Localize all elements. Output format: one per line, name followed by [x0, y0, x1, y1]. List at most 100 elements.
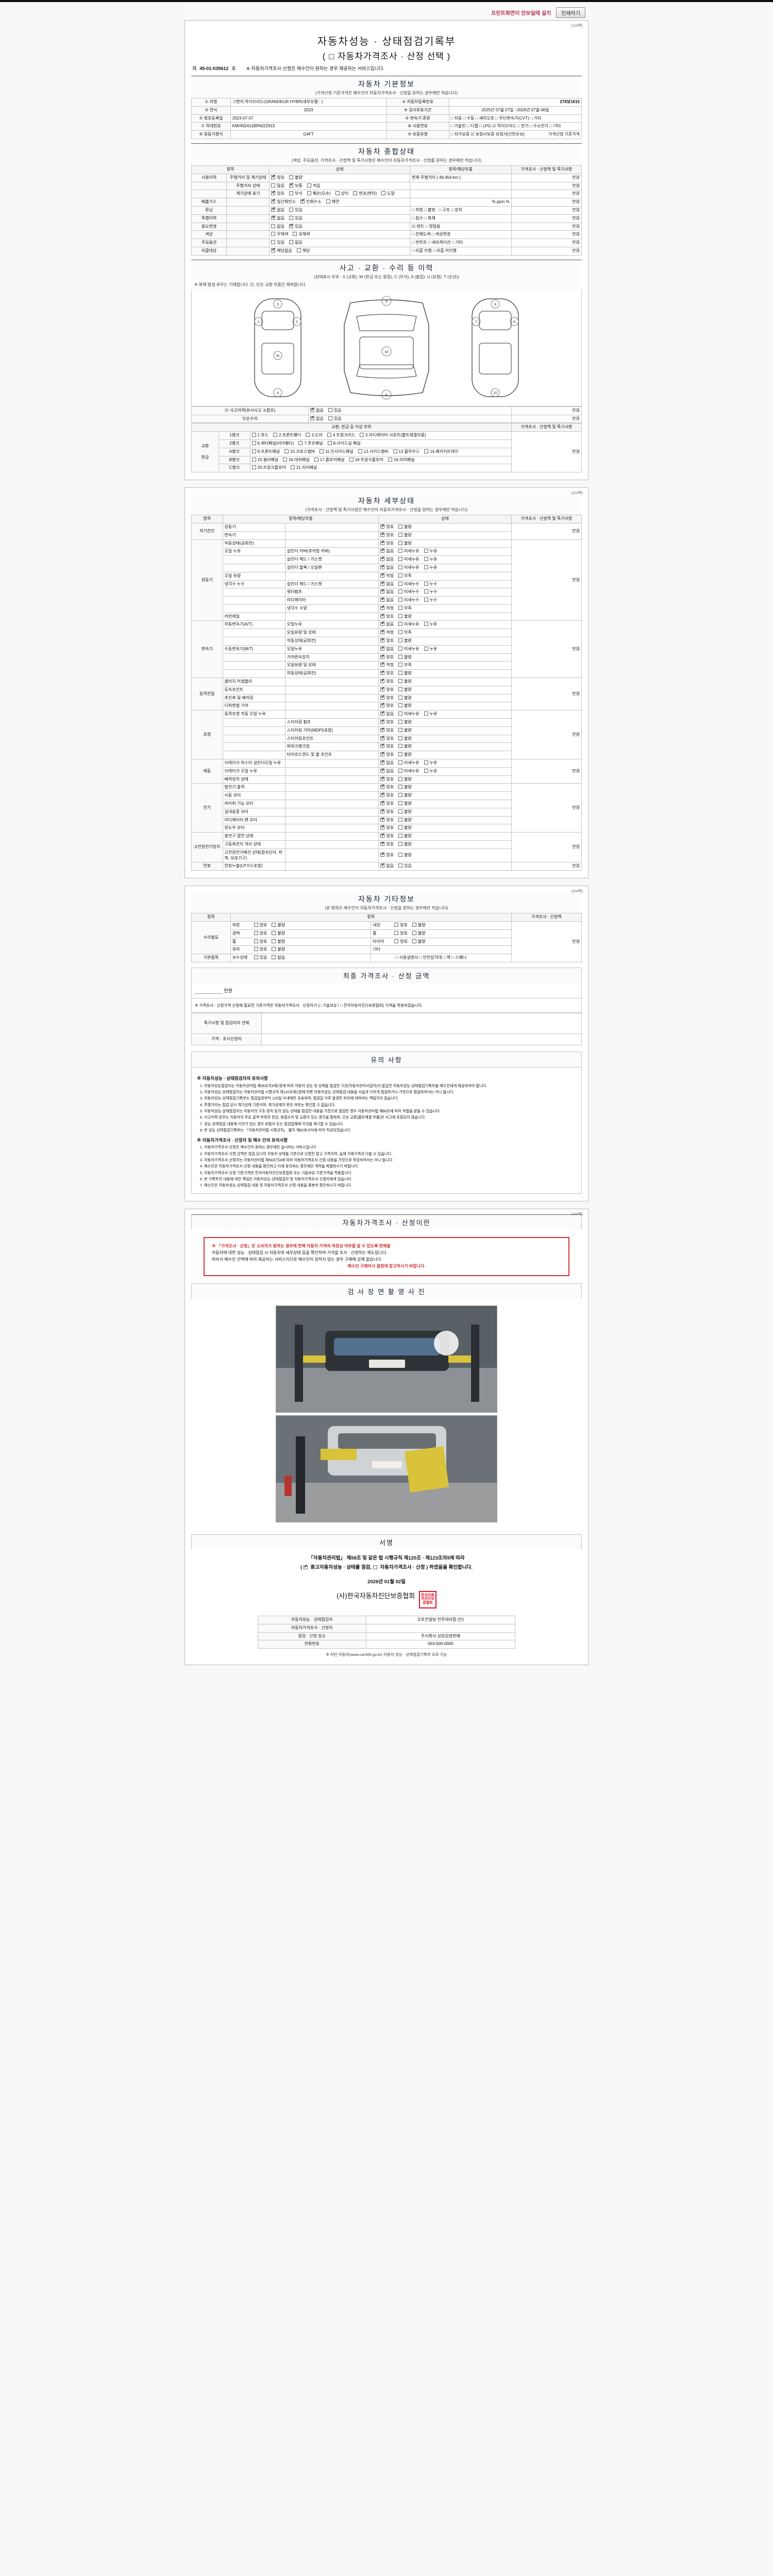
detail-state-option[interactable]: 미세누수 — [398, 589, 419, 595]
checkbox-icon[interactable] — [380, 727, 385, 732]
detail-state-option[interactable]: 미세누유 — [398, 565, 419, 571]
checkbox-icon[interactable] — [380, 792, 385, 798]
checkbox-icon[interactable] — [381, 191, 386, 196]
detail-state-cell[interactable]: 양호 불량 — [378, 742, 512, 752]
detail-state-cell[interactable]: 없음 미세누유 누유 — [378, 563, 512, 572]
checkbox-icon[interactable] — [251, 465, 256, 470]
overall-state-cell[interactable]: 무채색 유채색 — [269, 230, 410, 240]
overall-state-cell[interactable]: 있음 없음 — [269, 239, 410, 247]
overall-price-cell[interactable]: 만원 — [511, 246, 582, 256]
detail-state-option[interactable]: 양호 — [380, 841, 394, 848]
detail-state-option[interactable]: 양호 — [380, 694, 394, 701]
detail-price-cell[interactable]: 만원 — [511, 539, 582, 621]
checkbox-icon[interactable] — [398, 736, 403, 740]
checkbox-icon[interactable] — [424, 581, 428, 586]
checkbox-icon[interactable] — [289, 207, 294, 212]
signature-row-value[interactable] — [365, 1623, 516, 1633]
checkbox-icon[interactable] — [398, 752, 403, 757]
checkbox-icon[interactable] — [271, 215, 276, 220]
detail-state-option[interactable]: 미세누수 — [398, 598, 419, 603]
checkbox-icon[interactable] — [424, 646, 428, 651]
checkbox-icon[interactable] — [424, 598, 428, 602]
checkbox-icon[interactable] — [272, 955, 276, 960]
overall-price-cell[interactable]: 만원 — [511, 206, 582, 215]
checkbox-icon[interactable] — [380, 523, 385, 529]
overall-price-cell[interactable]: 만원 — [511, 190, 582, 199]
detail-state-option[interactable]: 양호 — [380, 743, 394, 750]
detail-price-cell[interactable]: 만원 — [511, 677, 582, 711]
detail-state-option[interactable]: 미세누유 — [398, 549, 419, 554]
checkbox-icon[interactable] — [398, 532, 403, 537]
detail-state-option[interactable]: 누유 — [424, 565, 437, 571]
checkbox-icon[interactable] — [349, 457, 354, 462]
detail-state-option[interactable]: 양호 — [380, 808, 394, 815]
accident-state-cell[interactable]: 없음 있음 — [308, 406, 512, 415]
overall-price-cell[interactable]: 만원 — [511, 222, 582, 231]
detail-state-option[interactable]: 불량 — [398, 834, 412, 839]
accident-state-option[interactable]: 없음 — [310, 415, 324, 422]
detail-state-option[interactable]: 적정 — [380, 629, 394, 636]
checkbox-icon[interactable] — [424, 711, 428, 716]
checkbox-icon[interactable] — [398, 654, 403, 659]
etc-a-option[interactable]: 불량 — [272, 922, 285, 928]
detail-state-option[interactable]: 양호 — [380, 800, 394, 807]
detail-state-option[interactable]: 양호 — [380, 702, 394, 709]
detail-state-cell[interactable]: 양호 불량 — [378, 669, 512, 679]
detail-state-option[interactable]: 불량 — [398, 736, 412, 742]
etc-a-option[interactable]: 양호 — [254, 939, 267, 945]
detail-state-option[interactable]: 불량 — [398, 842, 412, 848]
checkbox-icon[interactable] — [293, 232, 297, 236]
checkbox-icon[interactable] — [272, 922, 276, 927]
checkbox-icon[interactable] — [412, 930, 416, 935]
detail-state-cell[interactable]: 양호 불량 — [378, 702, 512, 711]
detail-state-option[interactable]: 없음 — [380, 548, 394, 554]
etc-a-option[interactable]: 불량 — [272, 947, 285, 953]
accident-price-cell[interactable]: 만원 — [511, 406, 582, 415]
rank-items-cell[interactable]: 1.후드 2.프론트휀더 3.도어 4.트렁크리드 5.라디에이터 서포트(볼트체결부품… — [249, 431, 512, 440]
checkbox-icon[interactable] — [394, 939, 399, 943]
checkbox-icon[interactable] — [272, 947, 276, 952]
detail-state-cell[interactable]: 적정 부족 — [378, 571, 512, 581]
detail-state-option[interactable]: 불량 — [398, 703, 412, 709]
etc-a-option[interactable]: 양호 — [254, 947, 267, 953]
overall-state-option[interactable]: 무채색 — [271, 232, 288, 238]
detail-price-cell[interactable]: 만원 — [511, 759, 582, 784]
checkbox-icon[interactable] — [398, 801, 403, 806]
final-price-amount-input[interactable] — [195, 988, 223, 994]
car-damage-diagram[interactable]: 1 2 3 4 M 5 — [191, 289, 582, 406]
detail-state-option[interactable]: 불량 — [398, 532, 412, 538]
detail-state-cell[interactable]: 양호 불량 — [378, 848, 512, 863]
checkbox-icon[interactable] — [380, 710, 385, 716]
detail-state-option[interactable]: 없음 — [380, 759, 394, 766]
detail-price-cell[interactable]: 만원 — [511, 862, 582, 871]
rank-part-option[interactable]: 8.사이드실 패널 — [327, 440, 361, 447]
accident-price-cell[interactable]: 만원 — [511, 414, 582, 423]
checkbox-icon[interactable] — [289, 215, 294, 220]
checkbox-icon[interactable] — [380, 629, 385, 635]
etc-col-a[interactable]: 외장 양호 불량 — [230, 921, 372, 930]
detail-state-cell[interactable]: 양호 불량 — [378, 807, 512, 817]
etc-a-option[interactable]: 불량 — [272, 939, 285, 945]
checkbox-icon[interactable] — [380, 597, 385, 602]
checkbox-icon[interactable] — [398, 622, 403, 626]
etc-col-b[interactable]: 기타 — [371, 945, 512, 955]
checkbox-icon[interactable] — [412, 922, 416, 927]
checkbox-icon[interactable] — [380, 800, 385, 806]
detail-state-option[interactable]: 누수 — [424, 581, 437, 587]
detail-state-option[interactable]: 미세누유 — [398, 557, 419, 563]
checkbox-icon[interactable] — [380, 678, 385, 684]
overall-state-option[interactable]: 보통 — [289, 182, 303, 189]
detail-state-option[interactable]: 양호 — [380, 727, 394, 734]
checkbox-icon[interactable] — [398, 727, 403, 732]
checkbox-icon[interactable] — [398, 614, 403, 618]
detail-state-option[interactable]: 누유 — [424, 557, 437, 563]
checkbox-icon[interactable] — [398, 776, 403, 781]
overall-state-option[interactable]: 없음 — [271, 224, 284, 230]
checkbox-icon[interactable] — [398, 785, 403, 789]
rank-part-option[interactable]: 12.사이드멤버 — [358, 449, 389, 455]
detail-state-cell[interactable]: 양호 불량 — [378, 718, 512, 727]
overall-state-option[interactable]: 매연 — [326, 199, 339, 205]
accident-state-cell[interactable]: 없음 있음 — [308, 414, 512, 423]
detail-state-option[interactable]: 누유 — [424, 711, 437, 717]
checkbox-icon[interactable] — [380, 581, 385, 586]
